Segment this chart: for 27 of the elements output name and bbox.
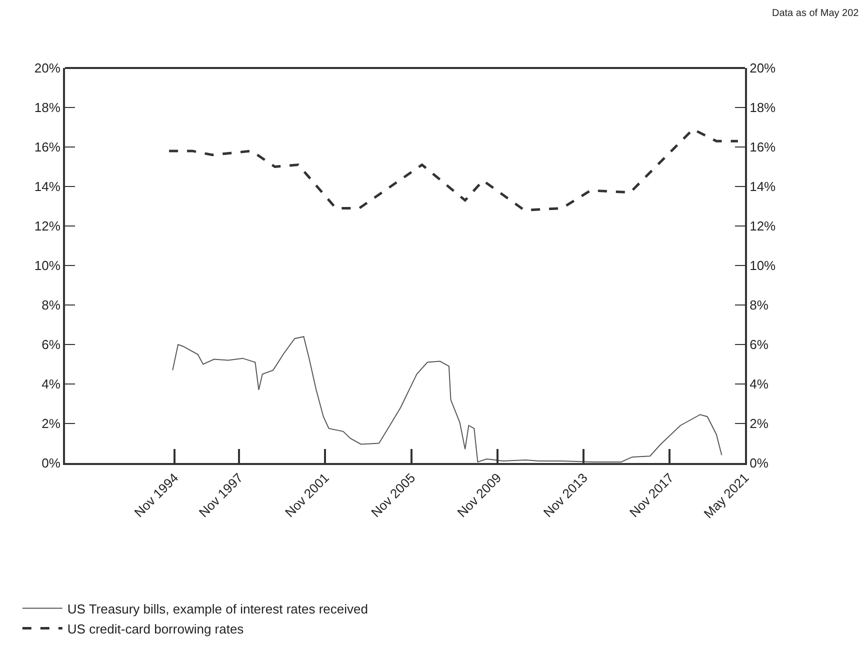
- legend-label: US credit-card borrowing rates: [67, 621, 244, 636]
- y2-tick-label: 16%: [750, 140, 776, 155]
- y2-tick-label: 18%: [750, 100, 776, 116]
- text: Data as of May 202: [772, 8, 860, 19]
- line-series: [168, 128, 740, 212]
- y2-tick-label: 2%: [750, 416, 769, 432]
- y-tick-label: 10%: [34, 258, 61, 274]
- line-series: [172, 336, 722, 463]
- y2-tick-label: 14%: [750, 179, 776, 194]
- y-tick-label: 12%: [34, 218, 61, 234]
- y-tick-label: 4%: [42, 376, 61, 392]
- y2-tick-label: 12%: [750, 218, 776, 234]
- y-tick-label: 14%: [34, 179, 61, 194]
- y2-tick-label: 4%: [750, 376, 769, 392]
- y-tick-label: 20%: [34, 60, 61, 76]
- legend-label: US Treasury bills, example of interest rates received: [67, 601, 368, 616]
- y2-tick-label: 0%: [750, 456, 769, 471]
- y2-tick-label: 10%: [750, 258, 776, 274]
- y-tick-label: 2%: [42, 416, 61, 432]
- y2-tick-label: 6%: [750, 337, 769, 352]
- y-tick-label: 6%: [42, 337, 61, 352]
- y-tick-label: 0%: [42, 456, 61, 471]
- y-tick-label: 16%: [34, 140, 61, 155]
- y2-tick-label: 8%: [750, 298, 769, 313]
- y-tick-label: 8%: [42, 298, 61, 313]
- y-tick-label: 18%: [34, 100, 61, 116]
- y2-tick-label: 20%: [750, 60, 776, 76]
